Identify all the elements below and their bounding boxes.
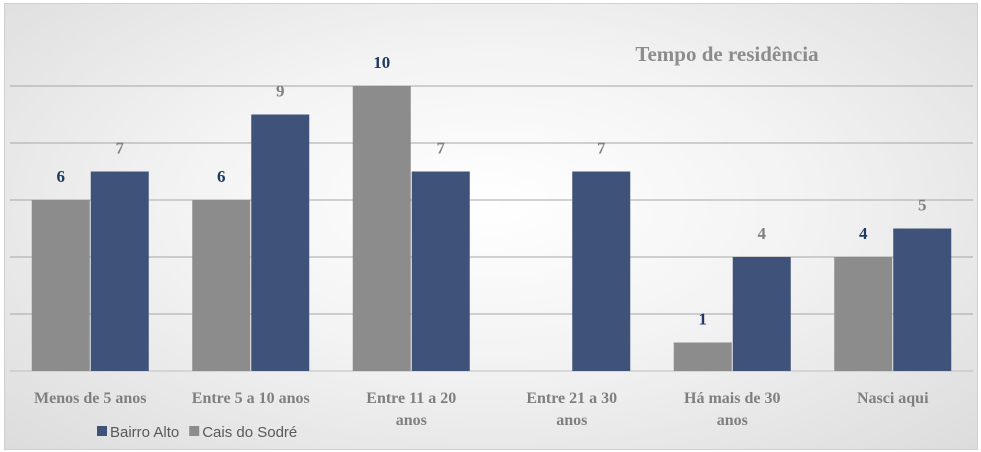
- category-label: Entre 21 a 30: [526, 390, 617, 407]
- legend-swatch: [97, 426, 107, 436]
- chart-title: Tempo de residência: [635, 42, 819, 66]
- category-labels: Menos de 5 anos Entre 5 a 10 anos Entre 11…: [34, 390, 929, 429]
- bar-bairro-alto: [732, 257, 791, 371]
- bar-cais-do-sodre: [352, 86, 411, 371]
- data-label: 7: [597, 139, 606, 158]
- bar-cais-do-sodre: [673, 342, 732, 371]
- legend-label: Bairro Alto: [110, 424, 179, 441]
- data-label: 6: [57, 167, 66, 186]
- category-label: Menos de 5 anos: [34, 390, 146, 407]
- bar-bairro-alto: [411, 171, 470, 371]
- category-label: Há mais de 30: [684, 390, 780, 407]
- bar-cais-do-sodre: [31, 200, 90, 371]
- data-label: 9: [276, 82, 285, 101]
- data-label: 1: [699, 310, 708, 329]
- data-label: 7: [116, 139, 125, 158]
- data-label: 4: [859, 224, 868, 243]
- data-label: 10: [373, 53, 390, 72]
- chart-frame: 6 7 6 9 10 7 7 1 4 4 5 Menos de 5 anos Entre 5 a 10…: [4, 3, 978, 450]
- bar-cais-do-sodre: [834, 257, 893, 371]
- category-label: anos: [556, 412, 587, 429]
- data-labels: 6 7 6 9 10 7 7 1 4 4 5: [57, 53, 927, 329]
- gridlines: [10, 85, 973, 372]
- category-label: Entre 11 a 20: [366, 390, 456, 407]
- data-label: 6: [217, 167, 226, 186]
- bar-cais-do-sodre: [192, 200, 251, 371]
- data-label: 4: [758, 224, 767, 243]
- data-label: 7: [437, 139, 446, 158]
- category-label: Entre 5 a 10 anos: [192, 390, 310, 407]
- bars: [31, 86, 952, 371]
- category-label: anos: [717, 412, 748, 429]
- legend-label: Cais do Sodré: [202, 424, 297, 441]
- category-label: anos: [396, 412, 427, 429]
- bar-bairro-alto: [572, 171, 631, 371]
- bar-bairro-alto: [893, 228, 952, 371]
- bar-bairro-alto: [90, 171, 149, 371]
- legend-swatch: [189, 426, 200, 436]
- legend: Bairro Alto Cais do Sodré: [97, 424, 297, 441]
- bar-chart: 6 7 6 9 10 7 7 1 4 4 5 Menos de 5 anos Entre 5 a 10…: [10, 42, 973, 441]
- category-label: Nasci aqui: [857, 390, 929, 407]
- bar-bairro-alto: [251, 114, 310, 371]
- data-label: 5: [918, 196, 927, 215]
